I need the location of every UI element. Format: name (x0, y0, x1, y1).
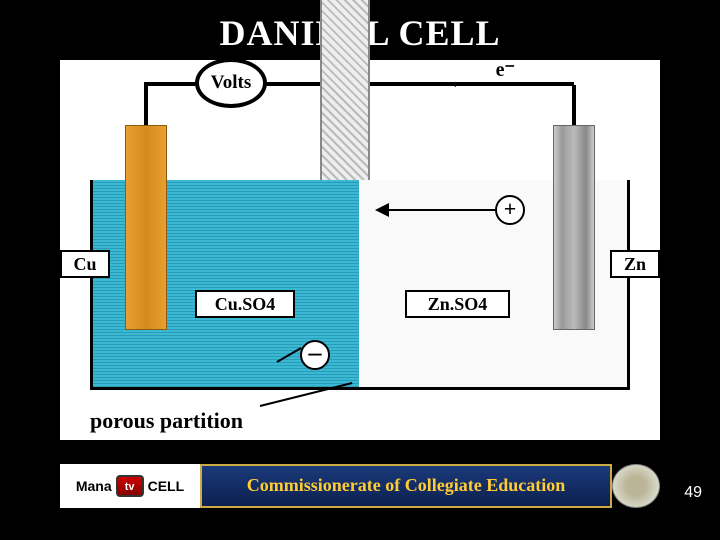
zinc-electrode (553, 125, 595, 330)
electron-arrow-icon: ← (448, 68, 470, 94)
seal-icon (612, 464, 660, 508)
cu-label: Cu (60, 250, 110, 278)
logo-text-left: Mana (76, 478, 112, 494)
znso4-label: Zn.SO4 (405, 290, 510, 318)
diagram-panel: Volts ← e⁻ Cu Zn Cu.SO4 Zn.SO4 + – porou… (60, 60, 660, 440)
wire-left (144, 85, 148, 127)
tv-icon: tv (116, 475, 144, 497)
footer-bar: Mana tv CELL Commissionerate of Collegia… (60, 464, 660, 508)
page-number: 49 (684, 484, 702, 502)
footer-text: Commissionerate of Collegiate Education (200, 464, 612, 508)
copper-electrode (125, 125, 167, 330)
mana-tv-logo: Mana tv CELL (60, 464, 200, 508)
plus-leader-line (380, 209, 495, 211)
plus-arrow-icon (375, 203, 389, 217)
zn-label: Zn (610, 250, 660, 278)
electron-label: e⁻ (496, 57, 515, 82)
voltmeter: Volts (195, 58, 267, 108)
logo-text-right: CELL (148, 478, 185, 494)
cuso4-label: Cu.SO4 (195, 290, 295, 318)
minus-sign: – (300, 340, 330, 370)
wire-right (572, 85, 576, 127)
cell-vessel (90, 180, 630, 390)
plus-sign: + (495, 195, 525, 225)
porous-partition-label: porous partition (90, 408, 243, 434)
